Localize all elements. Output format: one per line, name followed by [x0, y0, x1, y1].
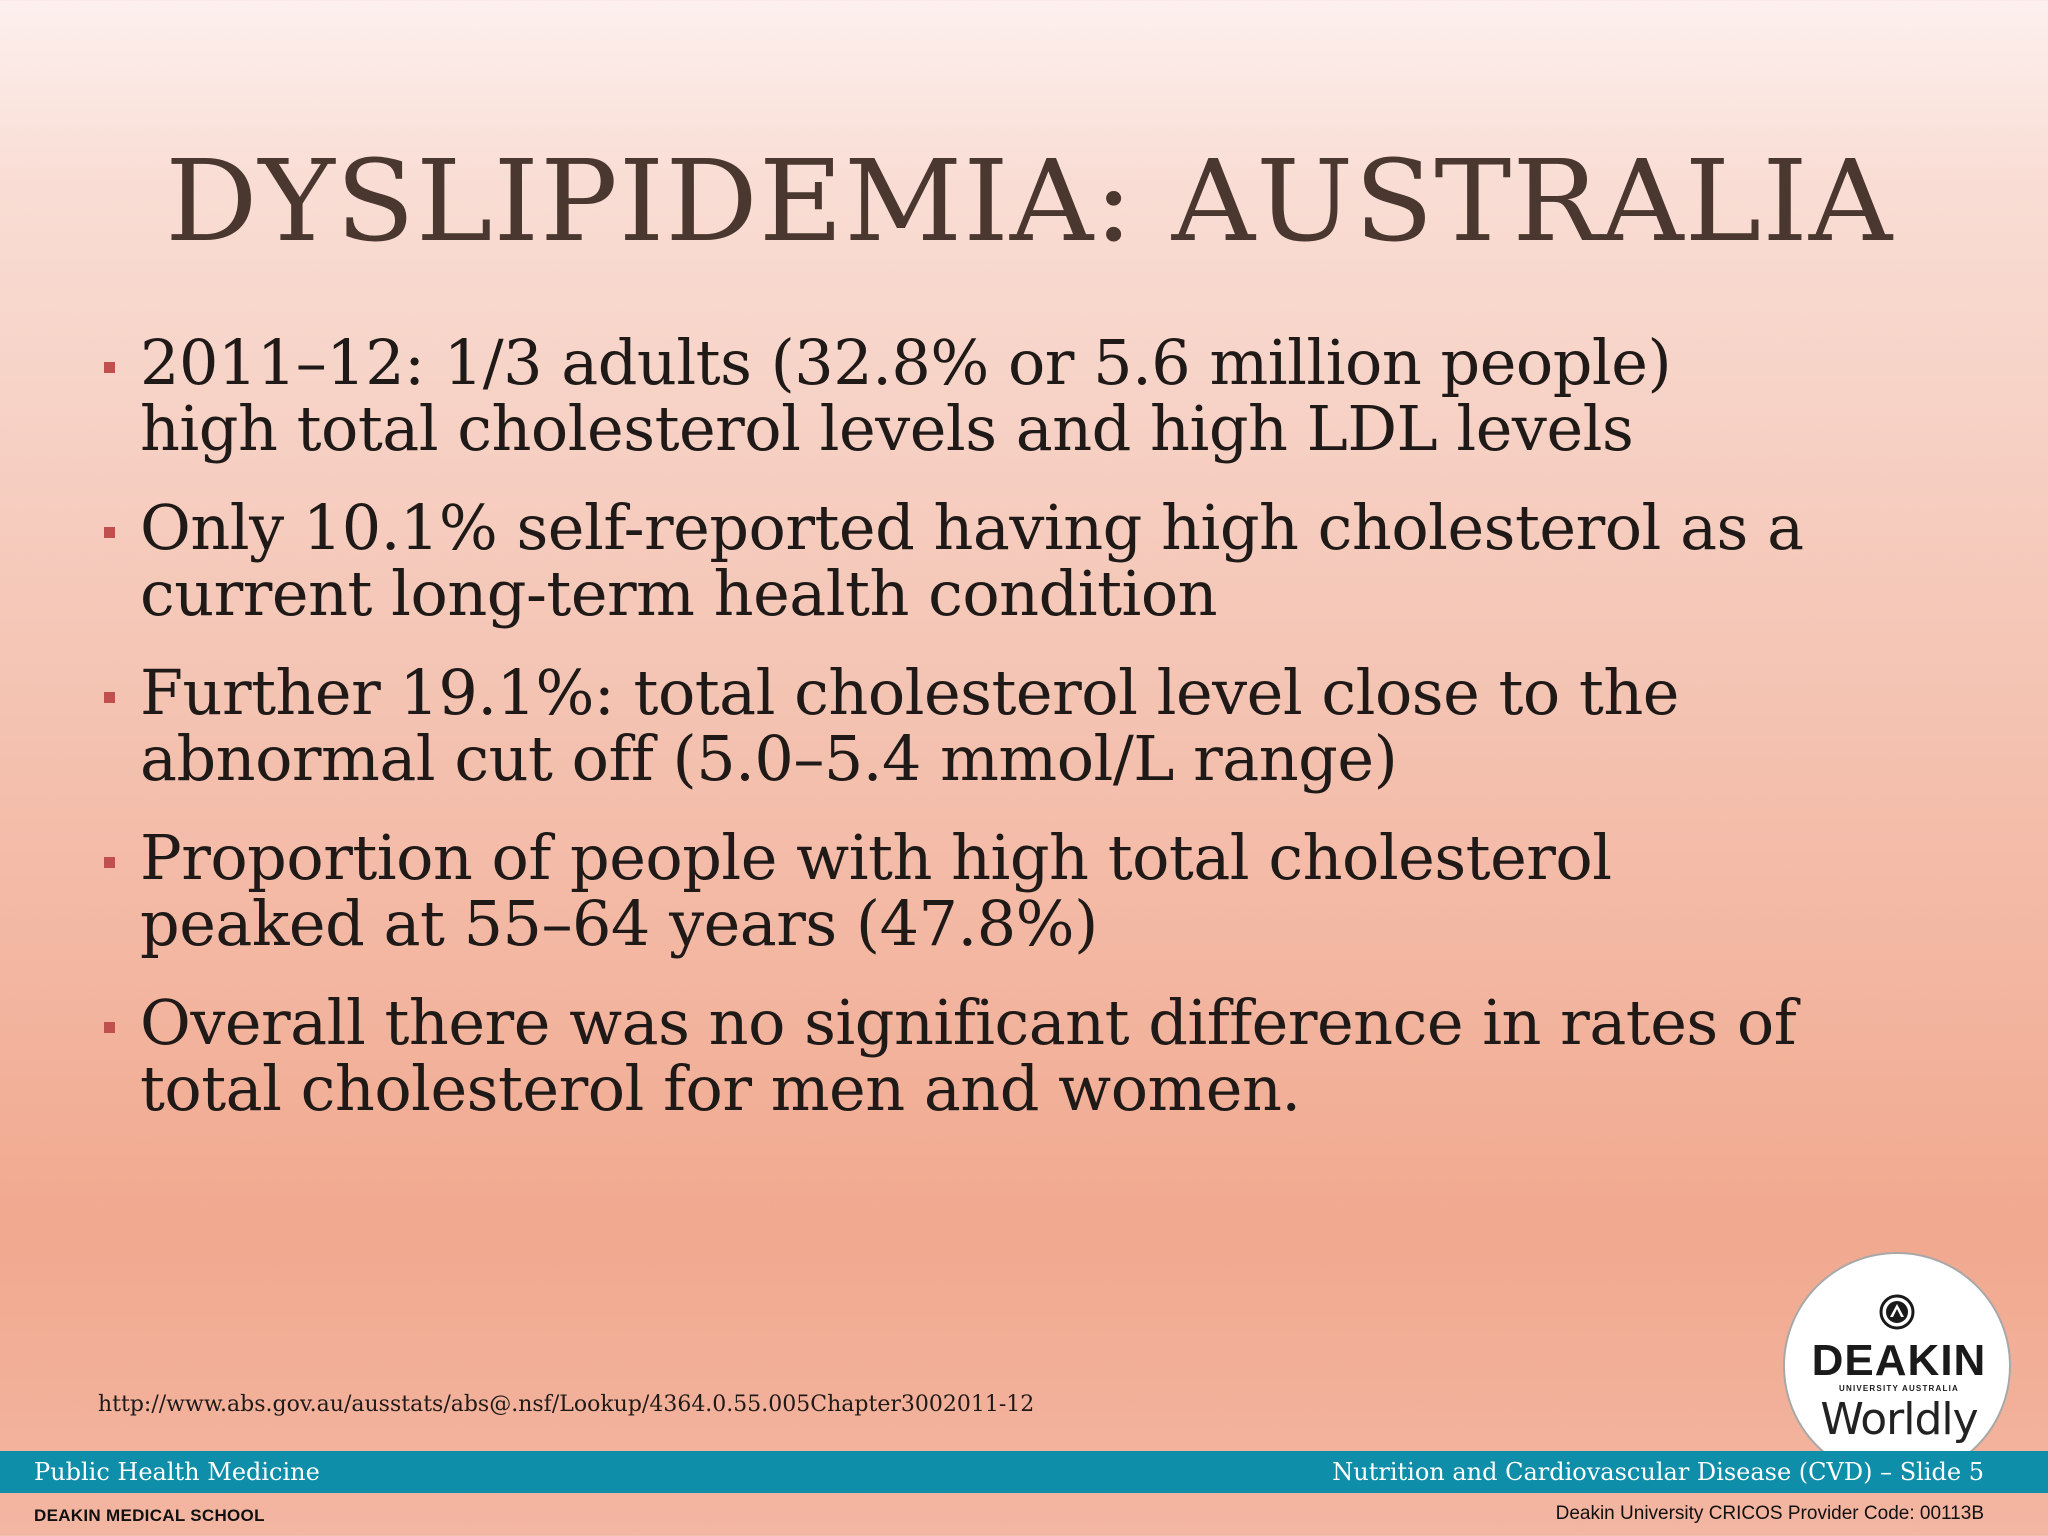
deakin-logo: DEAKIN UNIVERSITY AUSTRALIA Worldly — [1783, 1252, 2011, 1480]
bullet-item: Overall there was no significant differe… — [100, 990, 1820, 1122]
slide-title: DYSLIPIDEMIA: AUSTRALIA — [165, 137, 1894, 267]
bullet-text: Proportion of people with high total cho… — [140, 821, 1612, 960]
school-label: DEAKIN MEDICAL SCHOOL — [34, 1506, 265, 1525]
bullet-marker-icon — [104, 692, 115, 703]
logo-name: DEAKIN — [1811, 1336, 1987, 1385]
bullet-item: Proportion of people with high total cho… — [100, 825, 1820, 957]
bullet-text: Further 19.1%: total cholesterol level c… — [140, 656, 1679, 795]
logo-subtitle: UNIVERSITY AUSTRALIA — [1838, 1384, 1959, 1393]
footer-course-label: Public Health Medicine — [34, 1458, 320, 1486]
footer-bar: Public Health Medicine Nutrition and Car… — [0, 1451, 2048, 1493]
bullet-marker-icon — [104, 1022, 115, 1033]
cricos-label: Deakin University CRICOS Provider Code: … — [1555, 1503, 1984, 1524]
deakin-crest-icon — [1879, 1294, 1915, 1330]
bullet-marker-icon — [104, 362, 115, 373]
footer-slide-label: Nutrition and Cardiovascular Disease (CV… — [1332, 1458, 1984, 1486]
bullet-item: Only 10.1% self-reported having high cho… — [100, 495, 1820, 627]
bullet-item: Further 19.1%: total cholesterol level c… — [100, 660, 1820, 792]
bullet-text: Overall there was no significant differe… — [140, 986, 1797, 1125]
bullet-list: 2011–12: 1/3 adults (32.8% or 5.6 millio… — [100, 330, 1820, 1155]
bullet-text: 2011–12: 1/3 adults (32.8% or 5.6 millio… — [140, 326, 1672, 465]
bullet-item: 2011–12: 1/3 adults (32.8% or 5.6 millio… — [100, 330, 1820, 462]
bullet-marker-icon — [104, 527, 115, 538]
bullet-marker-icon — [104, 857, 115, 868]
bullet-text: Only 10.1% self-reported having high cho… — [140, 491, 1804, 630]
logo-tagline: Worldly — [1820, 1394, 1978, 1445]
source-link[interactable]: http://www.abs.gov.au/ausstats/abs@.nsf/… — [98, 1392, 1035, 1417]
